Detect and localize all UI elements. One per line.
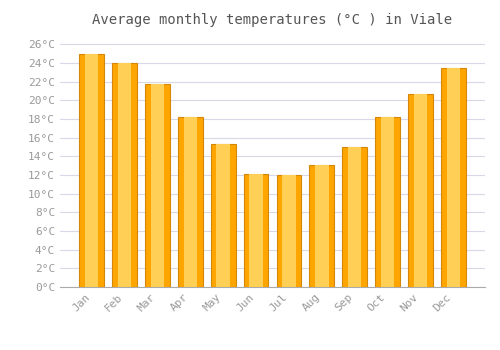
Bar bbox=[211, 144, 236, 287]
Bar bbox=[184, 117, 197, 287]
Bar bbox=[414, 94, 428, 287]
Bar bbox=[282, 175, 296, 287]
Bar bbox=[80, 54, 104, 287]
Bar bbox=[276, 175, 301, 287]
Bar bbox=[408, 94, 433, 287]
Bar bbox=[216, 144, 230, 287]
Bar bbox=[376, 117, 400, 287]
Bar bbox=[150, 84, 164, 287]
Bar bbox=[85, 54, 98, 287]
Title: Average monthly temperatures (°C ) in Viale: Average monthly temperatures (°C ) in Vi… bbox=[92, 13, 452, 27]
Bar bbox=[244, 174, 268, 287]
Bar bbox=[250, 174, 263, 287]
Bar bbox=[118, 63, 132, 287]
Bar bbox=[178, 117, 203, 287]
Bar bbox=[348, 147, 362, 287]
Bar bbox=[315, 165, 328, 287]
Bar bbox=[342, 147, 367, 287]
Bar bbox=[381, 117, 394, 287]
Bar bbox=[446, 68, 460, 287]
Bar bbox=[112, 63, 137, 287]
Bar bbox=[441, 68, 466, 287]
Bar bbox=[310, 165, 334, 287]
Bar bbox=[145, 84, 170, 287]
